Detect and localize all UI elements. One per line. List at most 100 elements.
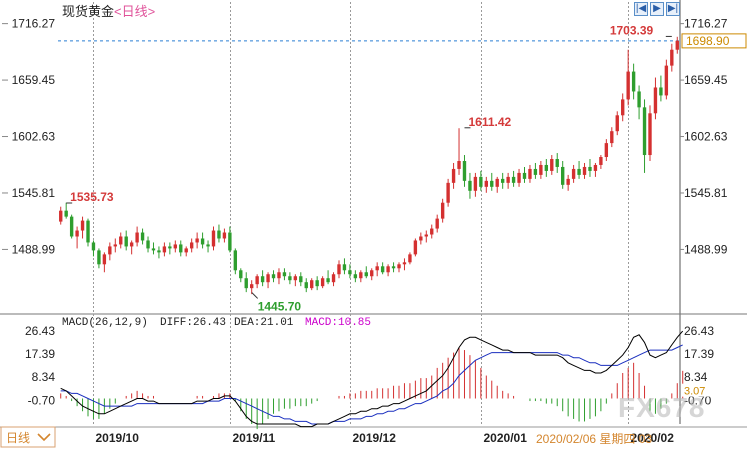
candle-body xyxy=(484,180,488,187)
candle-body xyxy=(250,284,254,289)
nav-next-button[interactable]: ▶| xyxy=(666,2,680,16)
candle-body xyxy=(124,236,128,247)
candle-body xyxy=(326,278,330,283)
candle-body xyxy=(533,168,538,175)
candle-body xyxy=(315,280,319,287)
candle-body xyxy=(370,270,374,277)
candle-body xyxy=(244,278,248,289)
candle-body xyxy=(675,40,679,50)
candle-body xyxy=(550,159,554,171)
candle-body xyxy=(353,274,358,279)
candle-body xyxy=(610,131,614,144)
candle-body xyxy=(348,270,352,275)
candle-body xyxy=(462,160,467,181)
candle-body xyxy=(539,164,543,175)
candle-body xyxy=(419,236,423,241)
candle-body xyxy=(479,176,483,187)
candle-body xyxy=(364,272,368,277)
candle-body xyxy=(522,172,527,179)
candle-body xyxy=(179,244,183,253)
current-price-label: 1698.90 xyxy=(686,34,730,48)
y-tick-label-right: 1602.63 xyxy=(684,130,728,144)
candle-body xyxy=(260,276,265,283)
candle-body xyxy=(435,218,439,229)
macd-tick-label-left: 26.43 xyxy=(25,324,55,338)
candle-body xyxy=(184,248,188,253)
candle-body xyxy=(86,220,90,243)
candle-body xyxy=(320,278,325,287)
candle-body xyxy=(162,246,167,253)
candle-body xyxy=(413,240,418,255)
x-tick-label: 2019/10 xyxy=(96,431,140,445)
candle-body xyxy=(631,71,636,92)
candle-body xyxy=(473,176,478,191)
candle-body xyxy=(80,220,85,231)
macd-tick-label-left: -0.70 xyxy=(28,393,56,407)
candle-body xyxy=(75,230,79,237)
annotation-label: 1611.42 xyxy=(468,115,511,129)
candle-body xyxy=(397,264,401,269)
candle-body xyxy=(211,230,216,247)
candle-body xyxy=(561,166,565,185)
candle-body xyxy=(500,178,505,183)
candle-body xyxy=(91,242,96,251)
y-tick-label-left: 1716.27 xyxy=(12,17,56,31)
candle-body xyxy=(331,274,336,283)
candle-body xyxy=(637,91,641,108)
candle-body xyxy=(299,276,303,283)
y-tick-label-left: 1545.81 xyxy=(12,186,56,200)
nav-first-button[interactable]: |◀ xyxy=(634,2,648,16)
candle-body xyxy=(119,236,123,245)
candle-body xyxy=(288,276,292,281)
candle-body xyxy=(457,160,461,169)
y-tick-label-right: 1716.27 xyxy=(684,17,728,31)
footer-date: 2020/02/06 星期四 03 xyxy=(536,432,653,446)
candle-body xyxy=(304,282,308,289)
macd-tick-label-right: 26.43 xyxy=(684,324,714,338)
candle-body xyxy=(151,248,156,251)
nav-play-button[interactable]: ▶ xyxy=(650,2,664,16)
candle-body xyxy=(310,280,314,289)
candle-body xyxy=(528,168,532,179)
candle-body xyxy=(337,264,341,275)
candle-body xyxy=(391,266,396,269)
candle-body xyxy=(566,178,570,185)
candle-body xyxy=(195,238,199,243)
timeframe-tab-icon[interactable]: 日线 xyxy=(0,426,56,448)
candle-body xyxy=(506,176,510,183)
candle-body xyxy=(129,242,134,247)
candle-body xyxy=(599,157,603,165)
macd-value-label: 3.07 xyxy=(684,386,705,398)
candle-body xyxy=(408,254,412,263)
candle-body xyxy=(582,166,587,175)
candle-body xyxy=(386,266,390,273)
candle-body xyxy=(140,232,145,241)
candle-body xyxy=(157,250,161,253)
annotation-label: 1445.70 xyxy=(258,299,302,313)
watermark: FX678 xyxy=(618,392,706,423)
candle-body xyxy=(642,107,647,156)
chart-title: 现货黄金<日线> xyxy=(62,1,155,20)
candle-body xyxy=(670,49,674,66)
macd-tick-label-right: 8.34 xyxy=(684,370,708,384)
candle-body xyxy=(588,166,592,171)
dea-line xyxy=(60,344,683,425)
macd-legend-item: DIFF:26.43 xyxy=(160,317,226,329)
candle-body xyxy=(511,176,516,183)
macd-legend-item: DEA:21.01 xyxy=(234,317,294,329)
candle-body xyxy=(282,272,287,277)
candle-body xyxy=(102,254,107,265)
candle-body xyxy=(375,266,379,271)
x-tick-label: 2020/01 xyxy=(484,431,528,445)
timeframe-label[interactable]: <日线> xyxy=(114,4,156,19)
macd-tick-label-left: 17.39 xyxy=(25,347,55,361)
candle-body xyxy=(293,276,298,281)
candle-body xyxy=(446,182,450,203)
candle-body xyxy=(468,180,472,191)
timeframe-tab-label: 日线 xyxy=(6,431,30,445)
y-tick-label-left: 1659.45 xyxy=(12,73,56,87)
candle-body xyxy=(593,164,598,171)
candle-body xyxy=(108,246,112,255)
